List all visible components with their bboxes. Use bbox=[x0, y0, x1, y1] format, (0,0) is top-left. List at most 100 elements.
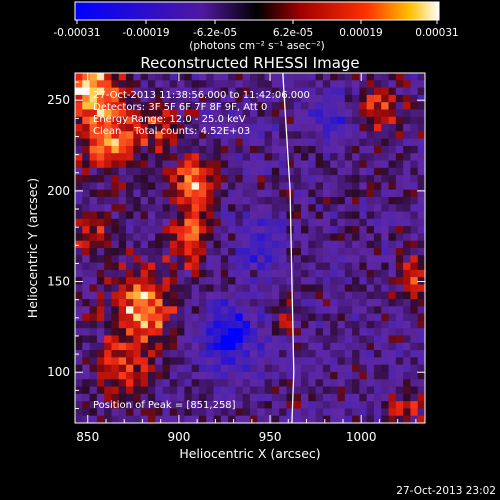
heatmap-cell bbox=[111, 335, 120, 344]
heatmap-cell bbox=[155, 153, 163, 161]
heatmap-cell bbox=[373, 226, 382, 234]
heatmap-cell bbox=[286, 386, 295, 395]
heatmap-cell bbox=[147, 299, 156, 307]
heatmap-cell bbox=[322, 379, 331, 387]
heatmap-cell bbox=[191, 116, 200, 125]
heatmap-cell bbox=[359, 284, 368, 293]
heatmap-cell bbox=[213, 350, 222, 358]
heatmap-cell bbox=[155, 364, 163, 373]
heatmap-cell bbox=[344, 335, 353, 344]
heatmap-cell bbox=[177, 306, 185, 315]
heatmap-cell bbox=[388, 80, 397, 88]
heatmap-cell bbox=[395, 102, 404, 110]
heatmap-cell bbox=[169, 226, 178, 234]
heatmap-cell bbox=[140, 226, 149, 234]
heatmap-cell bbox=[191, 299, 200, 307]
heatmap-cell bbox=[388, 109, 397, 118]
heatmap-cell bbox=[395, 379, 404, 387]
heatmap-cell bbox=[381, 328, 389, 336]
heatmap-cell bbox=[308, 262, 317, 271]
heatmap-cell bbox=[315, 233, 324, 242]
heatmap-cell bbox=[330, 313, 338, 322]
heatmap-cell bbox=[184, 131, 193, 140]
heatmap-cell bbox=[169, 335, 178, 344]
heatmap-cell bbox=[169, 189, 178, 198]
heatmap-cell bbox=[184, 87, 193, 96]
heatmap-cell bbox=[373, 415, 382, 423]
heatmap-cell bbox=[228, 357, 236, 366]
heatmap-cell bbox=[111, 182, 120, 191]
heatmap-cell bbox=[308, 269, 317, 278]
heatmap-cell bbox=[242, 379, 251, 387]
heatmap-cell bbox=[293, 364, 302, 373]
heatmap-cell bbox=[381, 94, 389, 103]
heatmap-cell bbox=[250, 328, 258, 336]
heatmap-cell bbox=[352, 87, 360, 96]
heatmap-cell bbox=[322, 291, 331, 300]
heatmap-cell bbox=[337, 335, 346, 344]
heatmap-cell bbox=[220, 342, 229, 351]
heatmap-cell bbox=[75, 284, 83, 293]
heatmap-cell bbox=[111, 116, 120, 125]
heatmap-cell bbox=[301, 204, 309, 212]
heatmap-cell bbox=[410, 291, 419, 300]
heatmap-cell bbox=[228, 233, 236, 242]
heatmap-cell bbox=[322, 167, 331, 176]
heatmap-cell bbox=[198, 262, 207, 271]
heatmap-cell bbox=[184, 226, 193, 234]
heatmap-cell bbox=[184, 255, 193, 263]
heatmap-cell bbox=[75, 153, 83, 161]
heatmap-cell bbox=[403, 320, 411, 329]
heatmap-cell bbox=[264, 328, 273, 336]
heatmap-cell bbox=[257, 138, 265, 147]
heatmap-cell bbox=[417, 364, 425, 373]
heatmap-cell bbox=[301, 233, 309, 242]
heatmap-cell bbox=[250, 73, 258, 81]
heatmap-cell bbox=[417, 175, 425, 183]
heatmap-cell bbox=[126, 335, 134, 344]
heatmap-cell bbox=[352, 211, 360, 220]
heatmap-cell bbox=[89, 233, 98, 242]
heatmap-cell bbox=[162, 153, 171, 161]
heatmap-cell bbox=[89, 284, 98, 293]
heatmap-cell bbox=[213, 320, 222, 329]
heatmap-cell bbox=[104, 124, 112, 132]
heatmap-cell bbox=[337, 342, 346, 351]
heatmap-cell bbox=[198, 306, 207, 315]
heatmap-cell bbox=[198, 401, 207, 409]
heatmap-cell bbox=[140, 145, 149, 154]
heatmap-cell bbox=[213, 218, 222, 227]
heatmap-cell bbox=[220, 145, 229, 154]
heatmap-cell bbox=[140, 408, 149, 417]
heatmap-cell bbox=[330, 291, 338, 300]
heatmap-cell bbox=[395, 218, 404, 227]
heatmap-cell bbox=[242, 196, 251, 205]
heatmap-cell bbox=[330, 167, 338, 176]
heatmap-cell bbox=[162, 131, 171, 140]
heatmap-cell bbox=[104, 73, 112, 81]
heatmap-cell bbox=[308, 182, 317, 191]
heatmap-cell bbox=[133, 175, 142, 183]
heatmap-cell bbox=[177, 226, 185, 234]
heatmap-cell bbox=[169, 386, 178, 395]
heatmap-cell bbox=[359, 306, 368, 315]
heatmap-cell bbox=[89, 167, 98, 176]
heatmap-cell bbox=[140, 189, 149, 198]
heatmap-cell bbox=[162, 328, 171, 336]
heatmap-cell bbox=[381, 138, 389, 147]
heatmap-cell bbox=[111, 415, 120, 423]
heatmap-cell bbox=[250, 299, 258, 307]
heatmap-cell bbox=[250, 408, 258, 417]
heatmap-cell bbox=[301, 182, 309, 191]
heatmap-cell bbox=[169, 87, 178, 96]
heatmap-cell bbox=[198, 386, 207, 395]
heatmap-cell bbox=[359, 255, 368, 263]
heatmap-cell bbox=[279, 320, 287, 329]
heatmap-cell bbox=[126, 255, 134, 263]
heatmap-cell bbox=[373, 233, 382, 242]
heatmap-cell bbox=[89, 415, 98, 423]
heatmap-cell bbox=[126, 306, 134, 315]
heatmap-cell bbox=[75, 160, 83, 169]
heatmap-cell bbox=[330, 371, 338, 380]
heatmap-cell bbox=[206, 182, 214, 191]
